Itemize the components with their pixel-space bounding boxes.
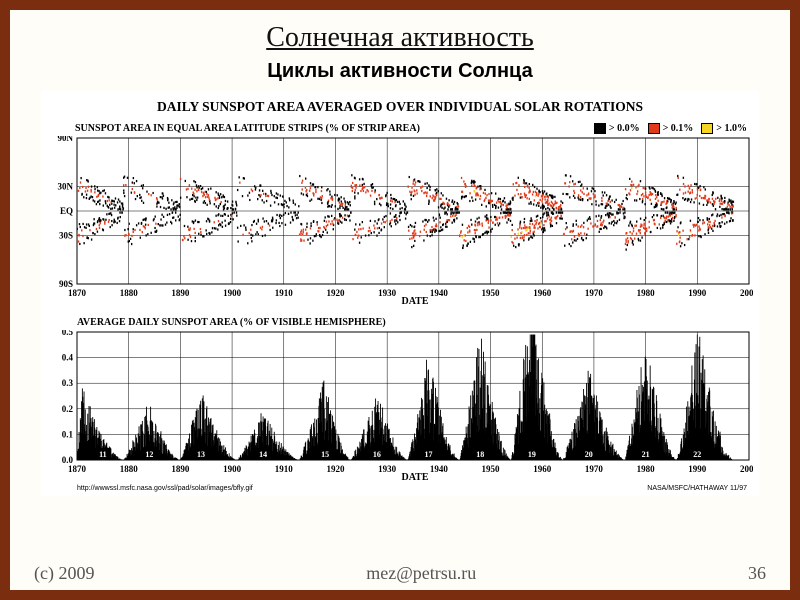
svg-text:17: 17 (425, 450, 433, 459)
svg-text:18: 18 (476, 450, 484, 459)
svg-text:0.4: 0.4 (62, 353, 74, 363)
legend-swatch (701, 123, 713, 134)
svg-text:0.2: 0.2 (62, 404, 74, 414)
svg-text:1990: 1990 (688, 464, 707, 474)
figure-credits: http://wwwssl.msfc.nasa.gov/ssl/pad/sola… (77, 485, 747, 492)
svg-text:EQ: EQ (60, 206, 73, 216)
legend-label: > 0.0% (609, 123, 640, 134)
svg-text:1910: 1910 (275, 288, 294, 298)
svg-text:1970: 1970 (585, 288, 604, 298)
svg-text:0.5: 0.5 (62, 330, 74, 337)
svg-text:1870: 1870 (68, 464, 87, 474)
svg-text:1900: 1900 (223, 288, 242, 298)
svg-text:1940: 1940 (430, 464, 449, 474)
svg-text:1980: 1980 (637, 288, 656, 298)
svg-text:1870: 1870 (68, 288, 87, 298)
footer-right: 36 (748, 563, 766, 584)
svg-text:1890: 1890 (171, 464, 190, 474)
slide: Солнечная активность Циклы активности Со… (0, 0, 800, 600)
svg-text:1930: 1930 (378, 464, 397, 474)
figure-credit: NASA/MSFC/HATHAWAY 11/97 (647, 485, 747, 492)
svg-text:90N: 90N (58, 136, 74, 143)
butterfly-legend-row: SUNSPOT AREA IN EQUAL AREA LATITUDE STRI… (75, 123, 747, 134)
svg-text:1940: 1940 (430, 288, 449, 298)
svg-text:1930: 1930 (378, 288, 397, 298)
area-subtitle: AVERAGE DAILY SUNSPOT AREA (% OF VISIBLE… (77, 317, 753, 328)
svg-text:1990: 1990 (688, 288, 707, 298)
figure-source-url: http://wwwssl.msfc.nasa.gov/ssl/pad/sola… (77, 485, 253, 492)
figure-title: DAILY SUNSPOT AREA AVERAGED OVER INDIVID… (47, 99, 753, 115)
svg-text:1900: 1900 (223, 464, 242, 474)
legend-label: > 1.0% (716, 123, 747, 134)
legend-swatch (648, 123, 660, 134)
svg-text:1880: 1880 (120, 464, 139, 474)
slide-title: Солнечная активность (34, 22, 766, 54)
svg-text:16: 16 (373, 450, 381, 459)
svg-text:1950: 1950 (482, 288, 501, 298)
svg-text:1970: 1970 (585, 464, 604, 474)
sunspot-area-chart: 1870188018901900191019201930194019501960… (47, 330, 753, 474)
svg-text:1920: 1920 (326, 288, 345, 298)
svg-text:11: 11 (99, 450, 107, 459)
svg-text:21: 21 (642, 450, 650, 459)
figure-container: DAILY SUNSPOT AREA AVERAGED OVER INDIVID… (41, 91, 759, 496)
svg-text:14: 14 (259, 450, 267, 459)
slide-subtitle: Циклы активности Солнца (34, 60, 766, 83)
butterfly-subtitle: SUNSPOT AREA IN EQUAL AREA LATITUDE STRI… (75, 123, 420, 134)
svg-text:22: 22 (693, 450, 701, 459)
svg-text:2000: 2000 (740, 464, 753, 474)
svg-text:0.1: 0.1 (62, 430, 74, 440)
svg-text:1960: 1960 (533, 288, 552, 298)
svg-text:19: 19 (528, 450, 536, 459)
svg-text:12: 12 (145, 450, 153, 459)
slide-footer: (c) 2009 mez@petrsu.ru 36 (34, 563, 766, 584)
svg-text:1880: 1880 (120, 288, 139, 298)
svg-text:15: 15 (321, 450, 329, 459)
svg-text:1910: 1910 (275, 464, 294, 474)
svg-text:20: 20 (585, 450, 593, 459)
legend-label: > 0.1% (663, 123, 694, 134)
svg-text:13: 13 (197, 450, 205, 459)
butterfly-chart: 1870 1880 1890 1900 1910 1920 1930 1940 1950 1960… (47, 136, 753, 298)
svg-text:1980: 1980 (637, 464, 656, 474)
legend-swatch (594, 123, 606, 134)
svg-text:1950: 1950 (482, 464, 501, 474)
svg-text:0.3: 0.3 (62, 378, 74, 388)
footer-center: mez@petrsu.ru (366, 563, 476, 584)
svg-text:90S: 90S (59, 279, 73, 289)
svg-text:0.0: 0.0 (62, 455, 74, 465)
svg-text:1890: 1890 (171, 288, 190, 298)
butterfly-legend: > 0.0% > 0.1% > 1.0% (594, 123, 747, 134)
footer-left: (c) 2009 (34, 563, 94, 584)
svg-text:30S: 30S (59, 231, 73, 241)
svg-text:1960: 1960 (533, 464, 552, 474)
svg-text:1920: 1920 (326, 464, 345, 474)
svg-text:30N: 30N (58, 182, 74, 192)
svg-text:2000: 2000 (740, 288, 753, 298)
